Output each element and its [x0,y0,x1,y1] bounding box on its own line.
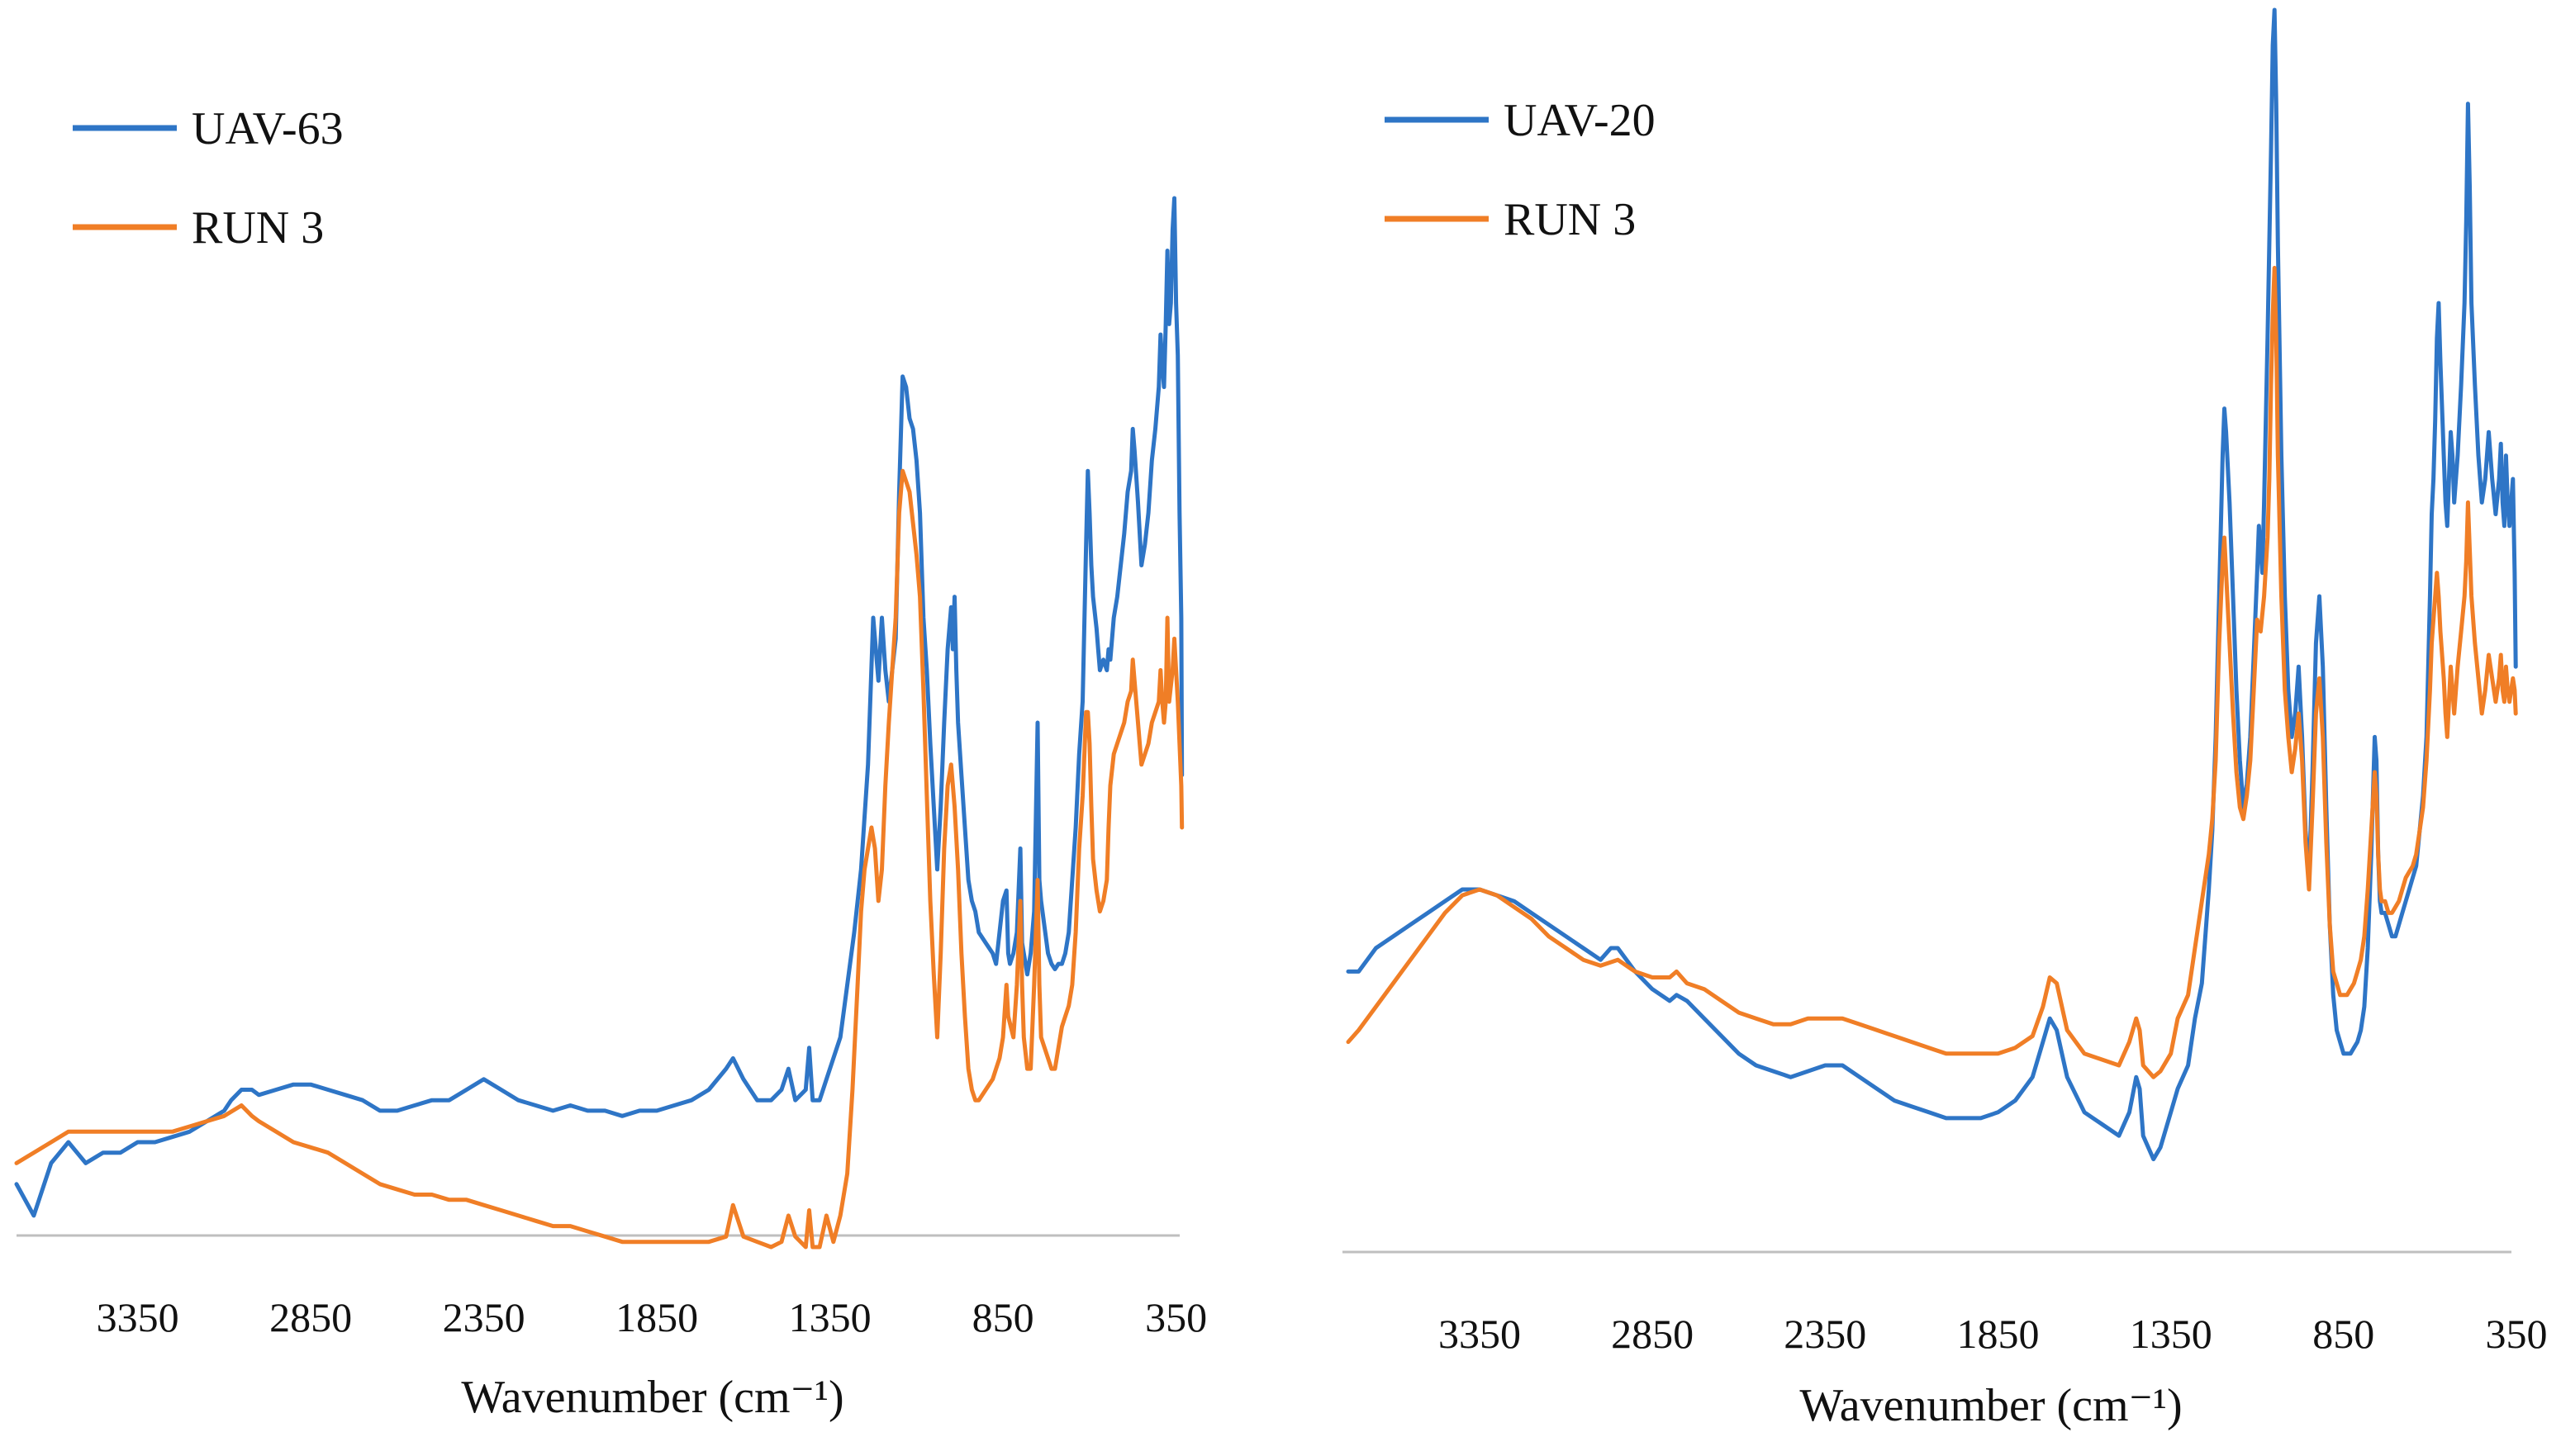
x-axis-label: Wavenumber (cm⁻¹) [461,1372,843,1423]
x-tick-label: 3350 [1438,1311,1521,1357]
x-tick-label: 1350 [789,1294,872,1340]
x-ticks: 3350 2850 2350 1850 1350 850 350 [97,1294,1207,1340]
legend-label-run-3: RUN 3 [1504,194,1636,245]
x-tick-label: 2850 [269,1294,352,1340]
x-tick-label: 2350 [1784,1311,1866,1357]
x-axis-label: Wavenumber (cm⁻¹) [1799,1380,2182,1431]
chart-panel-left: 3350 2850 2350 1850 1350 850 350 Wavenumber (c… [14,103,1207,1423]
x-tick-label: 1350 [2130,1311,2212,1357]
series-line-run-3 [14,468,1185,1250]
series-line-uav-20 [1346,7,2518,1162]
legend: UAV-63 RUN 3 [73,103,344,254]
x-tick-label: 350 [1145,1294,1207,1340]
x-tick-label: 2850 [1611,1311,1694,1357]
x-tick-label: 3350 [97,1294,179,1340]
legend: UAV-20 RUN 3 [1385,95,1656,245]
series-group [1346,7,2518,1162]
x-tick-label: 2350 [443,1294,525,1340]
chart-panel-right: 3350 2850 2350 1850 1350 850 350 Wavenumber (c… [1342,7,2548,1431]
legend-label-uav-20: UAV-20 [1504,95,1656,146]
x-ticks: 3350 2850 2350 1850 1350 850 350 [1438,1311,2548,1357]
x-tick-label: 850 [972,1294,1034,1340]
legend-label-uav-63: UAV-63 [192,103,344,154]
series-group [14,196,1185,1250]
series-line-uav-63 [14,196,1185,1218]
x-tick-label: 1850 [615,1294,698,1340]
x-tick-label: 850 [2312,1311,2374,1357]
x-tick-label: 1850 [1957,1311,2040,1357]
legend-label-run-3: RUN 3 [192,202,324,254]
series-line-run-3 [1346,265,2518,1079]
x-tick-label: 350 [2486,1311,2548,1357]
